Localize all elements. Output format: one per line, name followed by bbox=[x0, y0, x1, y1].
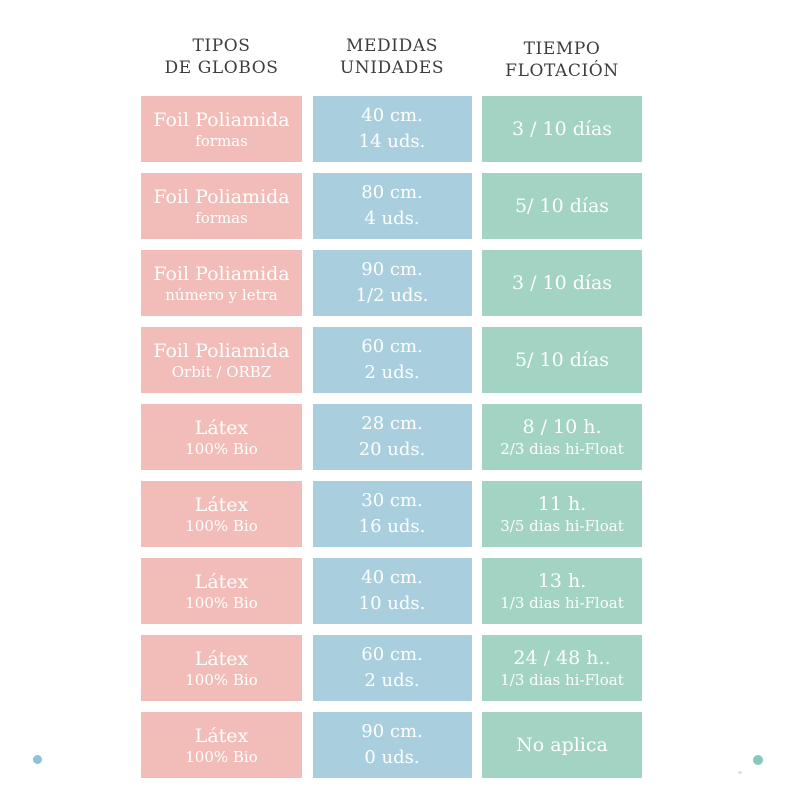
table-row: Látex 100% Bio 30 cm. 16 uds. 11 h. 3/5 … bbox=[141, 481, 642, 547]
cell-tiempo: 5/ 10 días bbox=[482, 173, 642, 239]
cell-subtext: 14 uds. bbox=[358, 131, 426, 152]
cell-subtext: número y letra bbox=[165, 285, 278, 304]
cell-subtext: 20 uds. bbox=[358, 439, 426, 460]
cell-text: 24 / 48 h.. bbox=[513, 647, 611, 669]
cell-medida: 30 cm. 16 uds. bbox=[312, 481, 472, 547]
cell-tipo: Látex 100% Bio bbox=[141, 558, 302, 624]
table-row: Foil Poliamida Orbit / ORBZ 60 cm. 2 uds… bbox=[141, 327, 642, 393]
header-medidas-unidades: MEDIDAS UNIDADES bbox=[313, 30, 472, 82]
header-line: UNIDADES bbox=[339, 58, 445, 78]
cell-subtext: 16 uds. bbox=[358, 516, 426, 537]
cell-text: 40 cm. bbox=[361, 567, 423, 588]
cell-medida: 40 cm. 14 uds. bbox=[312, 96, 472, 162]
cell-text: No aplica bbox=[516, 734, 608, 756]
cell-subtext: formas bbox=[195, 131, 248, 150]
cell-subtext: Orbit / ORBZ bbox=[171, 362, 272, 381]
decorative-dot-left bbox=[33, 755, 42, 764]
header-tiempo-flotacion: TIEMPO FLOTACIÓN bbox=[482, 30, 642, 82]
cell-medida: 60 cm. 2 uds. bbox=[312, 327, 472, 393]
cell-text: Foil Poliamida bbox=[153, 108, 290, 131]
header-tipos-de-globos: TIPOS DE GLOBOS bbox=[141, 30, 302, 82]
cell-subtext: 3/5 dias hi-Float bbox=[500, 517, 624, 535]
cell-text: Látex bbox=[194, 493, 249, 516]
cell-medida: 90 cm. 0 uds. bbox=[312, 712, 472, 778]
cell-subtext: 0 uds. bbox=[364, 747, 420, 768]
cell-subtext: 2 uds. bbox=[364, 670, 420, 691]
cell-text: 40 cm. bbox=[361, 105, 423, 126]
cell-text: 90 cm. bbox=[361, 259, 423, 280]
cell-text: 3 / 10 días bbox=[511, 118, 613, 140]
header-line: MEDIDAS bbox=[346, 36, 438, 56]
cell-subtext: 10 uds. bbox=[358, 593, 426, 614]
cell-text: 30 cm. bbox=[361, 490, 423, 511]
table-row: Foil Poliamida formas 80 cm. 4 uds. 5/ 1… bbox=[141, 173, 642, 239]
table-row: Látex 100% Bio 60 cm. 2 uds. 24 / 48 h..… bbox=[141, 635, 642, 701]
cell-tipo: Foil Poliamida formas bbox=[141, 96, 302, 162]
cell-tiempo: No aplica bbox=[482, 712, 642, 778]
cell-subtext: 2 uds. bbox=[364, 362, 420, 383]
cell-tipo: Látex 100% Bio bbox=[141, 635, 302, 701]
cell-tiempo: 24 / 48 h.. 1/3 dias hi-Float bbox=[482, 635, 642, 701]
cell-tiempo: 13 h. 1/3 dias hi-Float bbox=[482, 558, 642, 624]
balloon-table: Foil Poliamida formas 40 cm. 14 uds. 3 /… bbox=[141, 96, 642, 778]
table-row: Látex 100% Bio 28 cm. 20 uds. 8 / 10 h. … bbox=[141, 404, 642, 470]
cell-medida: 80 cm. 4 uds. bbox=[312, 173, 472, 239]
cell-text: Látex bbox=[194, 570, 249, 593]
cell-medida: 90 cm. 1/2 uds. bbox=[312, 250, 472, 316]
cell-subtext: formas bbox=[195, 208, 248, 227]
cell-text: 5/ 10 días bbox=[514, 349, 610, 371]
cell-subtext: 100% Bio bbox=[185, 670, 258, 689]
table-row: Foil Poliamida número y letra 90 cm. 1/2… bbox=[141, 250, 642, 316]
table-header-row: TIPOS DE GLOBOS MEDIDAS UNIDADES TIEMPO … bbox=[141, 30, 642, 82]
cell-text: 90 cm. bbox=[361, 721, 423, 742]
cell-tiempo: 3 / 10 días bbox=[482, 96, 642, 162]
table-row: Foil Poliamida formas 40 cm. 14 uds. 3 /… bbox=[141, 96, 642, 162]
cell-medida: 28 cm. 20 uds. bbox=[312, 404, 472, 470]
cell-text: Látex bbox=[194, 647, 249, 670]
table-row: Látex 100% Bio 90 cm. 0 uds. No aplica bbox=[141, 712, 642, 778]
cell-tiempo: 11 h. 3/5 dias hi-Float bbox=[482, 481, 642, 547]
decorative-dot-right bbox=[753, 755, 763, 765]
cell-subtext: 100% Bio bbox=[185, 439, 258, 458]
cell-tiempo: 8 / 10 h. 2/3 dias hi-Float bbox=[482, 404, 642, 470]
cell-text: 3 / 10 días bbox=[511, 272, 613, 294]
cell-subtext: 100% Bio bbox=[185, 516, 258, 535]
cell-text: 5/ 10 días bbox=[514, 195, 610, 217]
cell-text: 28 cm. bbox=[361, 413, 423, 434]
cell-medida: 40 cm. 10 uds. bbox=[312, 558, 472, 624]
cell-subtext: 1/2 uds. bbox=[355, 285, 429, 306]
cell-text: 60 cm. bbox=[361, 644, 423, 665]
cell-tipo: Látex 100% Bio bbox=[141, 481, 302, 547]
cell-subtext: 100% Bio bbox=[185, 747, 258, 766]
cell-text: Foil Poliamida bbox=[153, 185, 290, 208]
header-line: TIPOS bbox=[192, 36, 251, 56]
cell-tiempo: 3 / 10 días bbox=[482, 250, 642, 316]
cell-text: Látex bbox=[194, 416, 249, 439]
cell-text: 80 cm. bbox=[361, 182, 423, 203]
header-line: FLOTACIÓN bbox=[505, 61, 619, 81]
cell-subtext: 1/3 dias hi-Float bbox=[500, 671, 624, 689]
cell-subtext: 100% Bio bbox=[185, 593, 258, 612]
cell-medida: 60 cm. 2 uds. bbox=[312, 635, 472, 701]
table-row: Látex 100% Bio 40 cm. 10 uds. 13 h. 1/3 … bbox=[141, 558, 642, 624]
cell-tipo: Látex 100% Bio bbox=[141, 712, 302, 778]
header-line: DE GLOBOS bbox=[164, 58, 279, 78]
decorative-speck bbox=[738, 771, 742, 774]
cell-subtext: 1/3 dias hi-Float bbox=[500, 594, 624, 612]
cell-tiempo: 5/ 10 días bbox=[482, 327, 642, 393]
cell-tipo: Foil Poliamida Orbit / ORBZ bbox=[141, 327, 302, 393]
cell-text: 8 / 10 h. bbox=[522, 416, 602, 438]
cell-text: 13 h. bbox=[537, 570, 587, 592]
cell-text: Foil Poliamida bbox=[153, 262, 290, 285]
cell-text: Foil Poliamida bbox=[153, 339, 290, 362]
cell-subtext: 2/3 dias hi-Float bbox=[500, 440, 624, 458]
cell-text: 60 cm. bbox=[361, 336, 423, 357]
cell-tipo: Látex 100% Bio bbox=[141, 404, 302, 470]
cell-text: 11 h. bbox=[537, 493, 587, 515]
cell-text: Látex bbox=[194, 724, 249, 747]
header-line: TIEMPO bbox=[523, 39, 601, 59]
cell-tipo: Foil Poliamida número y letra bbox=[141, 250, 302, 316]
cell-tipo: Foil Poliamida formas bbox=[141, 173, 302, 239]
cell-subtext: 4 uds. bbox=[364, 208, 420, 229]
